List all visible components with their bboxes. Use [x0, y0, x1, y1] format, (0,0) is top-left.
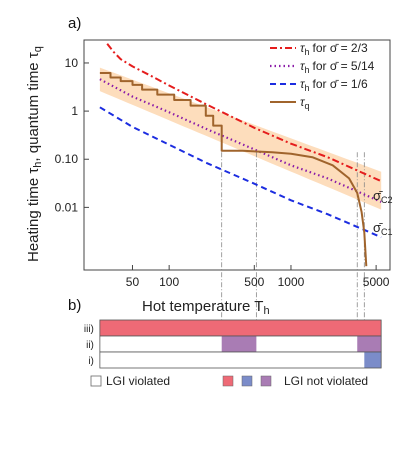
legend-not-violated-swatch-2 [241, 375, 253, 387]
y-tick-label-1: 0.01 [55, 200, 79, 214]
legend-entry-1: τh for σ̄ = 2/3 [300, 41, 368, 57]
panel-a-label: a) [68, 15, 81, 32]
y-tick-label-2: 0.10 [55, 152, 79, 166]
series-line-4 [99, 72, 368, 267]
legend-violated-swatch [90, 375, 102, 387]
x-tick-label-5: 5000 [363, 275, 390, 289]
legend-entry-4: τq [300, 95, 310, 111]
legend-not-violated-label: LGI not violated [284, 374, 368, 388]
row-label-1: iii) [84, 324, 94, 335]
row-background-3 [99, 352, 382, 368]
row-label-2: ii) [86, 340, 94, 351]
legend-violated-label: LGI violated [106, 374, 170, 388]
sigma-c1-annotation: σ̄C1 [373, 220, 393, 237]
confidence-band [99, 67, 382, 210]
panel-b-legend: LGI violated LGI not violated [90, 374, 368, 388]
sigma-c2-annotation: σ̄C2 [373, 188, 393, 205]
x-axis-label: Hot temperature Th [142, 298, 270, 317]
row-3-segment-1 [364, 352, 382, 368]
y-tick-label-4: 10 [65, 56, 79, 70]
legend-entry-2: τh for σ̄ = 5/14 [300, 59, 375, 75]
x-tick-label-1: 50 [126, 275, 140, 289]
row-frame-3 [99, 351, 382, 369]
x-tick-label-3: 500 [244, 275, 264, 289]
series-line-1 [106, 43, 382, 183]
row-2-segment-2 [357, 336, 382, 352]
x-tick-label-2: 100 [159, 275, 179, 289]
legend-entry-3: τh for σ̄ = 1/6 [300, 77, 368, 93]
legend-not-violated-swatch-1 [222, 375, 234, 387]
row-2-segment-1 [221, 336, 257, 352]
y-tick-label-3: 1 [71, 104, 78, 118]
row-label-3: i) [88, 356, 94, 367]
legend: τh for σ̄ = 2/3 τh for σ̄ = 5/14 τh for σ̄ … [270, 41, 375, 111]
series-line-3 [99, 106, 382, 239]
panel-b-label: b) [68, 297, 81, 314]
plot-a-frame [83, 39, 391, 271]
x-tick-label-4: 1000 [278, 275, 305, 289]
row-1-segment-1 [99, 320, 382, 336]
y-axis-label: Heating time τh, quantum time τq [25, 46, 44, 262]
legend-not-violated-swatch-3 [260, 375, 272, 387]
plot-a: 50 100 500 1000 5000 0.01 0.10 1 10 [55, 43, 390, 366]
plot-b: iii) ii) i) [84, 319, 382, 369]
